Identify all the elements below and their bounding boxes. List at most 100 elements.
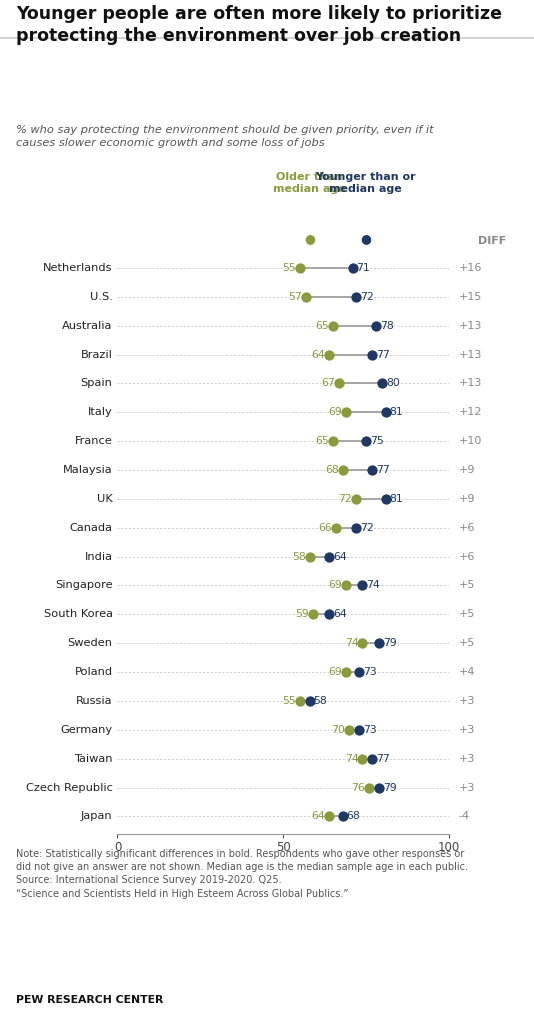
Text: 75: 75 xyxy=(370,436,383,446)
Text: Netherlands: Netherlands xyxy=(43,263,113,273)
Text: +6: +6 xyxy=(459,551,475,562)
Text: 81: 81 xyxy=(390,407,403,417)
Text: 65: 65 xyxy=(315,320,329,330)
Text: 79: 79 xyxy=(383,783,397,793)
Text: +10: +10 xyxy=(459,436,482,446)
Text: 68: 68 xyxy=(325,465,339,475)
Text: Germany: Germany xyxy=(60,725,113,735)
Text: +5: +5 xyxy=(459,580,475,590)
Point xyxy=(335,375,343,392)
Point xyxy=(372,317,380,333)
Point xyxy=(309,607,317,623)
Point xyxy=(339,461,347,478)
Text: DIFF: DIFF xyxy=(478,235,506,246)
Point xyxy=(328,317,337,333)
Text: UK: UK xyxy=(97,494,113,504)
Text: 69: 69 xyxy=(328,667,342,677)
Text: 67: 67 xyxy=(321,379,335,389)
Point xyxy=(362,433,370,449)
Text: +3: +3 xyxy=(459,696,475,706)
Text: 73: 73 xyxy=(363,667,377,677)
Text: Australia: Australia xyxy=(62,320,113,330)
Text: +5: +5 xyxy=(459,638,475,649)
Text: Older than
median age: Older than median age xyxy=(273,172,346,194)
Point xyxy=(365,780,373,796)
Text: 77: 77 xyxy=(376,465,390,475)
Point xyxy=(302,288,310,305)
Point xyxy=(368,347,376,363)
Text: 80: 80 xyxy=(386,379,400,389)
Text: South Korea: South Korea xyxy=(43,610,113,619)
Point xyxy=(351,491,360,507)
Point xyxy=(345,721,354,738)
Point xyxy=(378,375,387,392)
Text: France: France xyxy=(75,436,113,446)
Text: U.S.: U.S. xyxy=(90,292,113,302)
Text: 81: 81 xyxy=(390,494,403,504)
Point xyxy=(295,693,304,709)
Text: 72: 72 xyxy=(338,494,352,504)
Text: -4: -4 xyxy=(459,811,469,821)
Text: +9: +9 xyxy=(459,494,475,504)
Text: Singapore: Singapore xyxy=(55,580,113,590)
Point xyxy=(325,347,334,363)
Text: +3: +3 xyxy=(459,783,475,793)
Text: 70: 70 xyxy=(332,725,345,735)
Point xyxy=(348,260,357,276)
Text: Russia: Russia xyxy=(76,696,113,706)
Point xyxy=(305,693,314,709)
Text: 55: 55 xyxy=(282,696,296,706)
Text: 58: 58 xyxy=(292,551,305,562)
Point xyxy=(355,664,364,680)
Point xyxy=(342,664,350,680)
Text: 64: 64 xyxy=(333,551,347,562)
Point xyxy=(368,751,376,767)
Text: 76: 76 xyxy=(351,783,365,793)
Point xyxy=(375,780,383,796)
Text: Italy: Italy xyxy=(88,407,113,417)
Text: +3: +3 xyxy=(459,754,475,764)
Point xyxy=(351,288,360,305)
Point xyxy=(358,751,367,767)
Text: Sweden: Sweden xyxy=(67,638,113,649)
Text: India: India xyxy=(84,551,113,562)
Point xyxy=(358,577,367,593)
Point xyxy=(355,721,364,738)
Text: +5: +5 xyxy=(459,610,475,619)
Point xyxy=(325,548,334,565)
Text: +15: +15 xyxy=(459,292,482,302)
Point xyxy=(325,808,334,825)
Text: 58: 58 xyxy=(313,696,327,706)
Text: 74: 74 xyxy=(345,638,358,649)
Text: +13: +13 xyxy=(459,379,482,389)
Point xyxy=(368,461,376,478)
Text: ●: ● xyxy=(304,232,315,244)
Text: 71: 71 xyxy=(357,263,370,273)
Point xyxy=(342,404,350,420)
Text: +9: +9 xyxy=(459,465,475,475)
Text: 66: 66 xyxy=(318,523,332,533)
Text: 65: 65 xyxy=(315,436,329,446)
Text: +4: +4 xyxy=(459,667,475,677)
Text: 64: 64 xyxy=(333,610,347,619)
Text: 74: 74 xyxy=(366,580,380,590)
Text: 79: 79 xyxy=(383,638,397,649)
Text: 72: 72 xyxy=(360,523,374,533)
Point xyxy=(305,548,314,565)
Text: 77: 77 xyxy=(376,754,390,764)
Text: Poland: Poland xyxy=(74,667,113,677)
Text: ●: ● xyxy=(360,232,371,244)
Text: % who say protecting the environment should be given priority, even if it
causes: % who say protecting the environment sho… xyxy=(16,125,434,147)
Point xyxy=(325,607,334,623)
Text: 72: 72 xyxy=(360,292,374,302)
Point xyxy=(295,260,304,276)
Text: +6: +6 xyxy=(459,523,475,533)
Text: Note: Statistically significant differences in bold. Respondents who gave other : Note: Statistically significant differen… xyxy=(16,849,468,898)
Text: Younger than or
median age: Younger than or median age xyxy=(316,172,416,194)
Text: 59: 59 xyxy=(295,610,309,619)
Text: +3: +3 xyxy=(459,725,475,735)
Text: 77: 77 xyxy=(376,350,390,359)
Text: 74: 74 xyxy=(345,754,358,764)
Text: Japan: Japan xyxy=(81,811,113,821)
Text: +13: +13 xyxy=(459,350,482,359)
